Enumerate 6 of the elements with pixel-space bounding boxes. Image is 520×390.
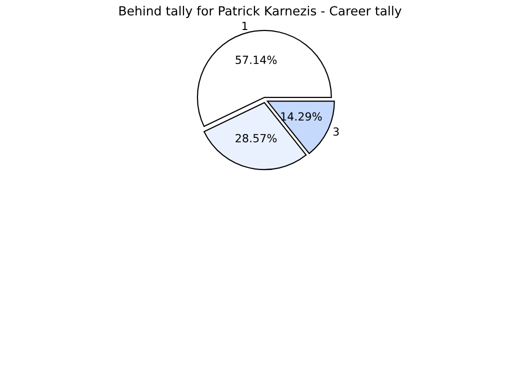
slice-label: 1 [242,22,248,30]
chart-title: Behind tally for Patrick Karnezis - Career tally [119,6,402,18]
data-label: 28.57% [236,134,277,142]
data-label: 57.14% [236,56,277,64]
data-label: 14.29% [281,112,322,121]
slice-label: 3 [333,127,339,136]
